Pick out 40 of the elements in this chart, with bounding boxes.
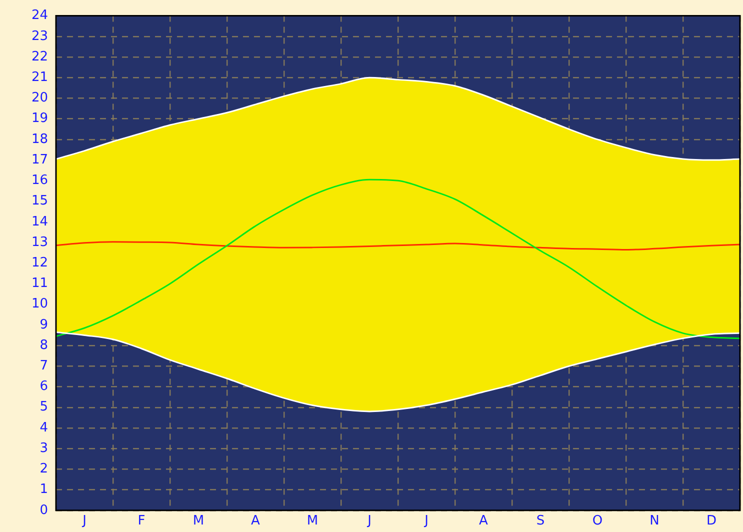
y-tick-label: 22 [31, 49, 48, 64]
x-tick-label: A [479, 514, 488, 529]
y-tick-label: 7 [40, 358, 48, 374]
y-tick-label: 3 [40, 440, 48, 456]
y-tick-label: 1 [40, 482, 48, 498]
y-tick-label: 14 [31, 214, 48, 230]
y-tick-label: 0 [40, 502, 48, 518]
x-tick-label: M [306, 514, 318, 529]
x-tick-label: O [592, 514, 603, 529]
y-tick-label: 20 [31, 90, 48, 106]
x-tick-label: M [192, 514, 204, 529]
x-tick-label: A [251, 514, 260, 529]
y-tick-label: 15 [31, 194, 48, 209]
y-tick-label: 18 [31, 132, 48, 147]
y-tick-label: 21 [31, 70, 48, 85]
y-tick-label: 11 [31, 276, 48, 292]
y-tick-label: 2 [40, 462, 48, 477]
x-tick-label: F [138, 514, 146, 529]
y-tick-label: 13 [31, 234, 48, 250]
y-tick-label: 17 [31, 152, 48, 168]
y-tick-label: 24 [31, 8, 48, 24]
y-tick-label: 10 [31, 296, 48, 312]
y-tick-label: 8 [40, 338, 48, 353]
y-tick-label: 12 [31, 255, 48, 270]
line-series [55, 241, 741, 250]
x-tick-label: S [536, 514, 545, 529]
y-tick-label: 16 [31, 173, 48, 188]
y-tick-label: 6 [40, 379, 48, 394]
y-tick-label: 5 [40, 400, 48, 415]
x-tick-label: D [706, 514, 717, 529]
y-tick-label: 23 [31, 28, 48, 44]
x-tick-label: J [424, 514, 428, 529]
line-series [55, 178, 741, 340]
x-tick-label: J [82, 514, 86, 529]
y-tick-label: 4 [40, 420, 48, 436]
line-series [55, 331, 741, 412]
y-tick-label: 19 [31, 111, 48, 126]
x-tick-label: J [366, 514, 372, 529]
y-tick-label: 9 [40, 317, 48, 332]
x-tick-label: N [650, 514, 660, 529]
